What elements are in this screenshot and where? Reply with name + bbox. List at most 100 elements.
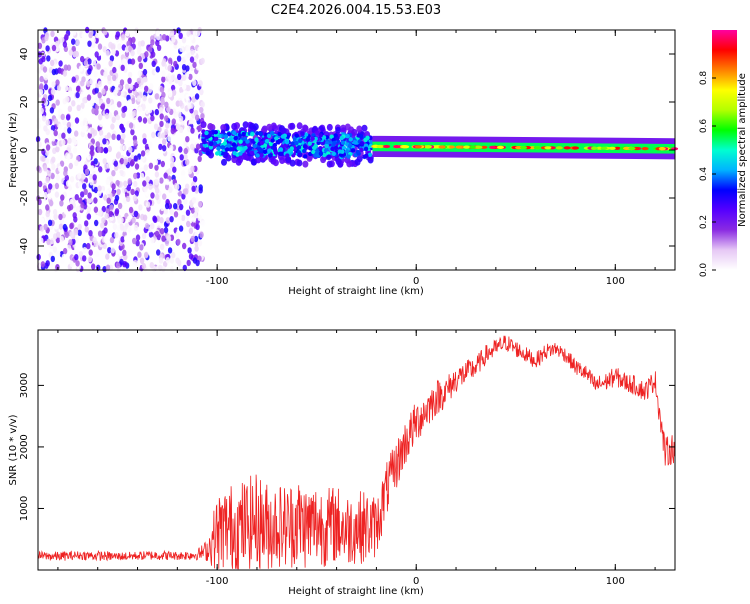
spectrogram-noise-cell: [159, 177, 164, 184]
spectrogram-noise-cell: [178, 100, 183, 107]
spectrogram-noise-cell: [43, 223, 48, 231]
spectrogram-noise-cell: [69, 176, 75, 183]
spectrogram-signal-cell: [250, 132, 255, 137]
spectrogram-signal-cell: [235, 158, 242, 166]
spectrogram-noise-cell: [101, 205, 107, 213]
spectrogram-noise-cell: [110, 104, 116, 111]
spectrogram-noise-cell: [103, 227, 108, 234]
spectrogram-line-cell: [376, 144, 384, 149]
spectrogram-noise-cell: [178, 264, 184, 271]
spectrogram-signal-cell: [266, 123, 273, 131]
spectrogram-noise-cell: [176, 238, 181, 246]
spectrogram-noise-cell: [91, 263, 96, 270]
spectrogram-signal-cell: [238, 151, 243, 156]
spectrogram-noise-cell: [49, 199, 54, 207]
spectrogram-noise-cell: [151, 51, 156, 58]
spectrogram-noise-cell: [122, 144, 128, 152]
spectrogram-noise-cell: [90, 127, 95, 135]
spectrogram-y-tick-label: -20: [19, 190, 30, 206]
spectrogram-noise-cell: [114, 254, 119, 261]
snr-x-tick-label: 100: [606, 576, 625, 587]
spectrogram-signal-cell: [207, 123, 214, 130]
spectrogram-noise-cell: [137, 116, 143, 123]
spectrogram-noise-cell: [154, 164, 159, 171]
spectrogram-noise-cell: [58, 213, 63, 221]
spectrogram-noise-cell: [63, 126, 68, 133]
spectrogram-noise-cell: [137, 251, 142, 258]
spectrogram-noise-cell: [45, 176, 50, 184]
spectrogram-noise-cell: [74, 117, 80, 124]
spectrogram-noise-cell: [127, 99, 132, 106]
spectrogram-noise-cell: [63, 208, 69, 215]
spectrogram-noise-cell: [97, 80, 103, 88]
spectrogram-noise-cell: [161, 132, 166, 139]
spectrogram-noise-cell: [137, 70, 143, 77]
spectrogram-noise-cell: [165, 122, 170, 129]
spectrogram-noise-cell: [133, 224, 139, 232]
spectrogram-noise-cell: [123, 235, 129, 242]
spectrogram-noise-cell: [156, 153, 162, 160]
spectrogram-noise-cell: [138, 204, 143, 211]
spectrogram-noise-cell: [74, 159, 79, 167]
spectrogram-noise-cell: [51, 44, 57, 52]
spectrogram-noise-cell: [123, 158, 128, 166]
spectrogram-signal-cell: [224, 147, 230, 152]
spectrogram-noise-cell: [185, 136, 190, 143]
spectrogram-signal-cell: [359, 147, 364, 153]
spectrogram-noise-cell: [189, 149, 195, 157]
spectrogram-noise-cell: [110, 43, 115, 50]
spectrogram-signal-cell: [262, 149, 268, 154]
spectrogram-noise-cell: [119, 258, 124, 266]
spectrogram-noise-cell: [39, 107, 44, 115]
spectrogram-signal-cell: [296, 122, 303, 130]
colorbar-ticks: 0.0 0.2 0.4 0.6 0.8: [699, 71, 716, 277]
spectrogram-noise-cell: [43, 125, 48, 132]
spectrogram-signal-cell: [255, 131, 260, 136]
spectrogram-signal-cell: [363, 146, 369, 151]
spectrogram-noise-cell: [105, 178, 111, 186]
spectrogram-noise-cell: [64, 198, 70, 205]
spectrogram-noise-cell: [154, 230, 160, 238]
spectrogram-signal-cell: [305, 137, 311, 142]
spectrogram-noise-cell: [49, 107, 55, 114]
spectrogram-noise-cell: [170, 127, 175, 135]
spectrogram-noise-cell: [185, 94, 190, 101]
spectrogram-noise-cell: [163, 172, 168, 179]
spectrogram-noise-cell: [151, 60, 156, 67]
spectrogram-noise-cell: [80, 91, 86, 98]
spectrogram-noise-cell: [67, 105, 73, 113]
spectrogram-signal-cell: [365, 135, 370, 140]
colorbar: 0.0 0.2 0.4 0.6 0.8 Normalized spectral ampl…: [699, 30, 748, 277]
colorbar-tick-label: 0.4: [699, 167, 709, 182]
spectrogram-y-tick-label: -40: [19, 238, 30, 254]
spectrogram-noise-cell: [186, 259, 191, 267]
spectrogram-noise-cell: [105, 50, 110, 57]
spectrogram-noise-cell: [175, 123, 181, 130]
spectrogram-noise-cell: [169, 156, 175, 163]
spectrogram-noise-cell: [155, 73, 160, 81]
spectrogram-noise-cell: [163, 227, 169, 234]
spectrogram-noise-cell: [117, 202, 123, 210]
spectrogram-noise-cell: [108, 210, 114, 218]
spectrogram-noise-cell: [130, 188, 135, 196]
spectrogram-noise-cell: [167, 247, 173, 254]
spectrogram-noise-cell: [188, 227, 194, 235]
spectrogram-noise-cell: [178, 80, 183, 87]
spectrogram-noise-cell: [112, 223, 118, 230]
spectrogram-noise-cell: [169, 144, 174, 152]
spectrogram-noise-cell: [134, 27, 139, 34]
spectrogram-noise-cell: [77, 181, 83, 188]
spectrogram-noise-cell: [41, 155, 46, 162]
spectrogram-noise-cell: [144, 143, 150, 151]
spectrogram-noise-cell: [68, 49, 74, 56]
spectrogram-noise-cell: [91, 107, 96, 115]
spectrogram-noise-cell: [55, 174, 60, 181]
spectrogram-signal-cell: [249, 150, 254, 155]
spectrogram-noise-cell: [75, 39, 80, 46]
spectrogram-noise-cell: [50, 30, 55, 38]
spectrogram-noise-cell: [179, 92, 185, 99]
spectrogram-signal-cell: [268, 153, 273, 158]
spectrogram-signal-cell: [266, 133, 272, 139]
spectrogram-line-cell: [520, 146, 528, 150]
spectrogram-noise-cell: [102, 158, 107, 165]
